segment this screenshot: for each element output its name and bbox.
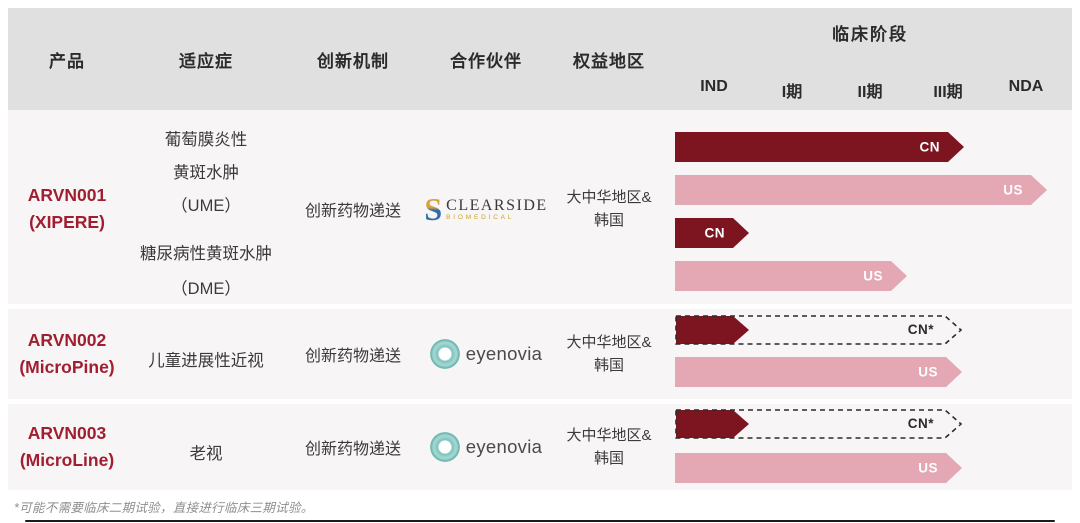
stage-label-NDA: NDA [1008, 78, 1044, 95]
stage-label-I期: I期 [781, 84, 803, 101]
product-row: ARVN002 (MicroPine) 儿童进展性近视 创新药物递送 eyenovia 大… [8, 309, 1072, 399]
indication-group: 儿童进展性近视 [148, 345, 264, 378]
stage-label-II期: II期 [857, 84, 883, 101]
pipeline-bar-lane: US [675, 175, 1065, 205]
rights-region: 大中华地区& 韩国 [552, 110, 666, 307]
eyenovia-name: eyenovia [465, 343, 543, 364]
product-name-line: (MicroPine) [19, 357, 115, 377]
rights-region: 大中华地区& 韩国 [552, 404, 666, 490]
indication: 老视 [126, 404, 286, 490]
stage-progress-bar: CN [675, 218, 749, 248]
column-header-4: 权益地区 [573, 51, 645, 71]
eyenovia-iris-icon [429, 432, 460, 462]
bar-region-label: US [863, 268, 883, 284]
rights-region-line: 韩国 [593, 357, 624, 374]
bottom-border-line [25, 520, 1055, 522]
stage-labels-row: IND I期 II期 III期 NDA [675, 78, 1065, 102]
product-name-line: ARVN002 [27, 330, 107, 350]
bar-region-label: US [918, 364, 938, 380]
pipeline-bars: CN* US [666, 309, 1072, 399]
indication-line: 葡萄膜炎性 [164, 131, 248, 149]
stage-label-IND: IND [700, 78, 728, 95]
product-row: ARVN003 (MicroLine) 老视 创新药物递送 eyenovia 大中华地区&… [8, 404, 1072, 490]
planned-stage-dashed-bar [675, 409, 963, 439]
footnote: *可能不需要临床二期试验，直接进行临床三期试验。 [14, 501, 314, 515]
product-name: ARVN003 (MicroLine) [8, 404, 126, 490]
bar-region-label: US [918, 460, 938, 476]
rights-region-line: 韩国 [593, 450, 624, 467]
bar-region-label: CN* [907, 322, 934, 337]
pipeline-table: 产品 适应症 创新机制 合作伙伴 权益地区 临床阶段 IND I期 II期 III期 NDA A… [8, 8, 1072, 516]
stage-progress-bar: US [675, 261, 907, 291]
eyenovia-iris-icon [429, 339, 460, 369]
clearside-subtext: BIOMEDICAL [446, 213, 515, 221]
table-body: ARVN001 (XIPERE) 葡萄膜炎性黄斑水肿 （UME） 糖尿病性黄斑水肿 （DM… [8, 110, 1072, 490]
bar-region-label: CN [704, 225, 725, 241]
column-header-1: 适应症 [179, 51, 233, 71]
clearside-monogram-icon: S [424, 190, 443, 227]
rights-region-line: 大中华地区& [566, 188, 652, 206]
pipeline-bar-lane: US [675, 357, 1065, 387]
indication: 儿童进展性近视 [126, 309, 286, 399]
mechanism: 创新药物递送 [304, 348, 401, 365]
stage-progress-bar: CN [675, 132, 964, 162]
eyenovia-name: eyenovia [465, 436, 543, 457]
product-name-line: (MicroLine) [19, 450, 115, 470]
pipeline-bars: CN US CN US [666, 110, 1072, 307]
product-name: ARVN001 (XIPERE) [8, 110, 126, 307]
stage-label-III期: III期 [933, 84, 963, 101]
indication-line: 糖尿病性黄斑水肿 [140, 245, 272, 263]
bar-region-label: CN* [907, 416, 934, 431]
column-header-0: 产品 [49, 51, 85, 71]
pipeline-bars: CN* US [666, 404, 1072, 490]
rights-region-line: 大中华地区& [566, 427, 652, 444]
indication: 葡萄膜炎性黄斑水肿 （UME） 糖尿病性黄斑水肿 （DME） [126, 110, 286, 307]
table-header: 产品 适应症 创新机制 合作伙伴 权益地区 临床阶段 IND I期 II期 III期 NDA [8, 8, 1072, 110]
indication-group: 糖尿病性黄斑水肿 （DME） [140, 237, 272, 307]
indication-line: 儿童进展性近视 [148, 351, 264, 370]
column-header-3: 合作伙伴 [450, 51, 522, 71]
pipeline-bar-lane: CN* [675, 409, 1065, 439]
pipeline-bar-lane: CN* [675, 315, 1065, 345]
stage-progress-bar: US [675, 175, 1047, 205]
clearside-name: CLEARSIDE [446, 196, 548, 214]
eyenovia-logo: eyenovia [429, 339, 543, 369]
planned-stage-dashed-bar [675, 315, 963, 345]
partner: S CLEARSIDE BIOMEDICAL [420, 110, 552, 307]
pipeline-bar-lane: US [675, 453, 1065, 483]
product-name-line: (XIPERE) [29, 211, 105, 232]
rights-region: 大中华地区& 韩国 [552, 309, 666, 399]
bar-region-label: US [1003, 182, 1023, 198]
mechanism: 创新药物递送 [304, 441, 401, 458]
indication-line: （UME） [171, 197, 241, 215]
indication-group: 葡萄膜炎性黄斑水肿 （UME） [165, 124, 248, 223]
partner: eyenovia [420, 309, 552, 399]
clinical-stages-header: 临床阶段 IND I期 II期 III期 NDA [666, 8, 1072, 110]
product-name-line: ARVN001 [27, 184, 107, 205]
mechanism: 创新药物递送 [304, 202, 401, 220]
stage-progress-bar: US [675, 357, 962, 387]
indication-line: 老视 [189, 444, 223, 463]
pipeline-bar-lane: CN [675, 218, 1065, 248]
bar-region-label: CN [919, 139, 940, 155]
rights-region-line: 韩国 [593, 211, 624, 229]
clearside-wordmark: CLEARSIDE BIOMEDICAL [446, 197, 548, 221]
stage-progress-bar: US [675, 453, 962, 483]
indication-line: 黄斑水肿 [173, 164, 239, 182]
product-name-line: ARVN003 [27, 423, 107, 443]
rights-region-line: 大中华地区& [566, 334, 652, 351]
partner: eyenovia [420, 404, 552, 490]
column-header-2: 创新机制 [317, 51, 389, 71]
eyenovia-logo: eyenovia [429, 432, 543, 462]
clinical-stage-title: 临床阶段 [832, 25, 908, 44]
product-row: ARVN001 (XIPERE) 葡萄膜炎性黄斑水肿 （UME） 糖尿病性黄斑水肿 （DM… [8, 110, 1072, 304]
pipeline-bar-lane: US [675, 261, 1065, 291]
product-name: ARVN002 (MicroPine) [8, 309, 126, 399]
pipeline-bar-lane: CN [675, 132, 1065, 162]
indication-line: （DME） [171, 280, 241, 298]
indication-group: 老视 [190, 438, 223, 471]
clearside-logo: S CLEARSIDE BIOMEDICAL [424, 190, 548, 227]
